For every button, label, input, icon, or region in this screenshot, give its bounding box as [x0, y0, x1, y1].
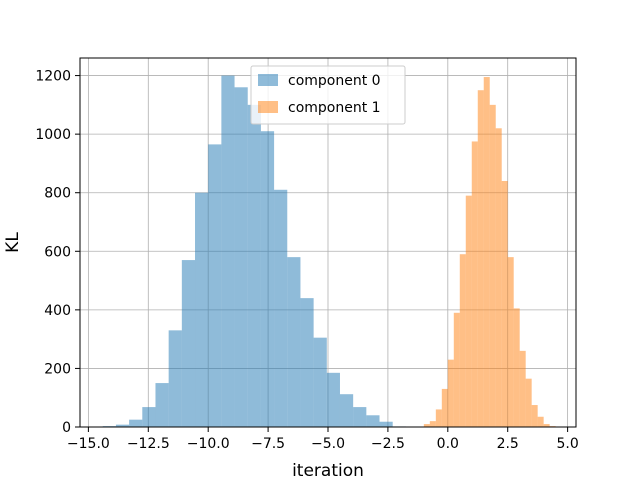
x-tick-label: −15.0: [67, 436, 110, 452]
y-tick-label: 400: [44, 303, 71, 319]
legend-label-component-0: component 0: [288, 73, 381, 89]
histogram-bar-component-0: [300, 298, 314, 427]
histogram-bar-component-1: [453, 312, 460, 427]
legend: component 0 component 1: [250, 65, 406, 125]
histogram-bar-component-1: [441, 388, 448, 427]
histogram-bar-component-1: [471, 141, 478, 427]
x-tick-label: −10.0: [187, 436, 230, 452]
histogram-bar-component-1: [519, 350, 526, 427]
y-tick-label: 1200: [35, 69, 71, 85]
x-tick-label: −2.5: [371, 436, 405, 452]
x-tick-label: −7.5: [251, 436, 285, 452]
y-tick-label: 0: [62, 420, 71, 436]
histogram-bar-component-0: [195, 192, 209, 427]
histogram-bar-component-0: [234, 87, 248, 428]
histogram-bar-component-0: [181, 260, 196, 427]
histogram-bar-component-0: [339, 394, 354, 427]
histogram-bar-component-0: [313, 337, 327, 427]
histogram-bar-component-0: [155, 383, 169, 427]
y-tick-label: 800: [44, 186, 71, 202]
y-tick-label: 200: [44, 361, 71, 377]
histogram-bar-component-0: [260, 131, 275, 427]
histogram-bar-component-0: [247, 104, 261, 427]
legend-swatch-component-1: [258, 101, 278, 113]
histogram-bar-component-0: [326, 372, 340, 427]
bars: [102, 75, 556, 428]
y-axis-label: KL: [3, 232, 23, 253]
y-tick-label: 1000: [35, 127, 71, 143]
histogram-bar-component-0: [168, 330, 182, 427]
histogram-bar-component-0: [115, 424, 130, 427]
legend-swatch-component-0: [258, 74, 278, 86]
histogram-bar-component-0: [366, 415, 380, 427]
histogram-bar-component-1: [531, 405, 538, 427]
x-tick-label: −12.5: [127, 436, 170, 452]
histogram-bar-component-1: [483, 77, 490, 428]
histogram-bar-component-0: [274, 189, 288, 427]
x-tick-label: 2.5: [497, 436, 519, 452]
histogram-bar-component-1: [501, 181, 508, 427]
histogram-bar-component-1: [423, 424, 430, 427]
histogram-bar-component-0: [142, 407, 156, 427]
histogram-bar-component-0: [208, 144, 222, 427]
legend-box: [250, 65, 406, 125]
histogram-bar-component-1: [543, 424, 550, 427]
histogram-bar-component-1: [513, 308, 520, 427]
histogram-bar-component-0: [287, 257, 301, 427]
legend-label-component-1: component 1: [288, 100, 381, 116]
histogram-bar-component-0: [353, 407, 367, 427]
histogram-bar-component-0: [221, 75, 235, 428]
histogram-bar-component-1: [525, 378, 532, 427]
histogram-bar-component-1: [435, 409, 442, 427]
x-tick-label: 5.0: [556, 436, 578, 452]
histogram-bar-component-1: [459, 254, 466, 427]
histogram-bar-component-1: [477, 90, 484, 427]
histogram-bar-component-1: [507, 257, 514, 427]
histogram-bar-component-1: [429, 421, 436, 427]
histogram-bar-component-0: [379, 421, 393, 427]
histogram-bar-component-0: [129, 419, 143, 427]
x-axis-label: iteration: [292, 461, 364, 480]
histogram-bar-component-1: [537, 416, 544, 427]
histogram-bar-component-1: [465, 195, 472, 427]
histogram-bar-component-1: [489, 104, 496, 427]
histogram-bar-component-1: [495, 128, 502, 428]
y-tick-label: 600: [44, 244, 71, 260]
x-tick-label: −5.0: [311, 436, 345, 452]
x-tick-label: 0.0: [437, 436, 459, 452]
axis-ticks: −15.0 −12.5 −10.0 −7.5 −5.0 −2.5 0.0 2.5 5.0 0 200…: [35, 69, 578, 452]
histogram-bar-component-1: [447, 359, 454, 427]
